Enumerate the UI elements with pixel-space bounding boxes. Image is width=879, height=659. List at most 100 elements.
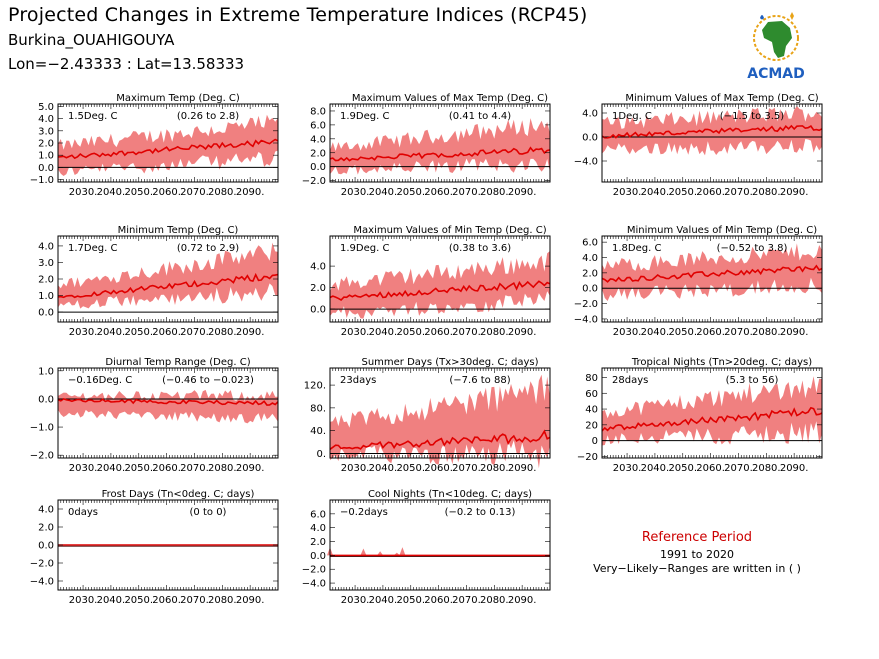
- x-tick-label: 2030.: [341, 463, 370, 474]
- ensemble-mean-line: [601, 264, 823, 283]
- acmad-logo: ACMAD: [747, 12, 805, 82]
- y-tick-label: 4.0: [310, 523, 326, 534]
- africa-map-logo-icon: [753, 12, 799, 61]
- x-tick-label: 2080.: [208, 187, 237, 198]
- x-tick-label: 2050.: [396, 327, 425, 338]
- y-tick-label: 2.0: [38, 139, 54, 150]
- panel-range-value: (0.41 to 4.4): [449, 111, 511, 122]
- x-tick-label: 2040.: [641, 327, 670, 338]
- very-likely-range-band: [602, 376, 822, 446]
- very-likely-range-band: [602, 243, 822, 301]
- very-likely-range-band: [330, 251, 550, 319]
- x-tick-label: 2030.: [341, 595, 370, 606]
- chart-panel: 2030. 2040. 2050. 2060. 2070. 2080. 2090. 4.0 0.…: [574, 93, 823, 198]
- y-tick-label: 0.: [316, 449, 326, 460]
- ensemble-mean-line: [57, 138, 279, 160]
- x-tick-label: 2040.: [97, 327, 126, 338]
- y-tick-label: 6.0: [582, 238, 598, 249]
- panel-range-value: (5.3 to 56): [726, 375, 779, 386]
- panel-change-value: 1.8Deg. C: [612, 243, 661, 254]
- x-tick-label: 2070.: [452, 187, 481, 198]
- x-tick-label: 2090.: [780, 463, 809, 474]
- x-tick-label: 2030.: [613, 327, 642, 338]
- y-tick-label: 0.0: [582, 284, 598, 295]
- y-tick-label: −4.0: [574, 314, 598, 325]
- x-tick-label: 2070.: [724, 463, 753, 474]
- y-tick-label: −20: [577, 452, 598, 463]
- x-tick-label: 2060.: [424, 187, 453, 198]
- x-tick-label: 2040.: [97, 595, 126, 606]
- y-tick-label: 2.0: [582, 268, 598, 279]
- x-tick-label: 2060.: [424, 463, 453, 474]
- x-tick-label: 2080.: [208, 463, 237, 474]
- x-tick-label: 2050.: [124, 595, 153, 606]
- chart-panel: 2030. 2040. 2050. 2060. 2070. 2080. 2090. 4.0 3.…: [38, 225, 279, 338]
- y-tick-label: −2.0: [30, 559, 54, 570]
- panel-title: Maximum Values of Max Temp (Deg. C): [352, 93, 548, 104]
- x-tick-label: 2050.: [668, 327, 697, 338]
- y-tick-label: 80.: [310, 403, 326, 414]
- x-tick-label: 2060.: [152, 595, 181, 606]
- y-tick-label: 0.0: [582, 133, 598, 144]
- reference-period-title: Reference Period: [641, 530, 753, 545]
- very-likely-range-band: [58, 114, 278, 176]
- y-tick-label: −4.0: [30, 577, 54, 588]
- panel-title: Maximum Values of Min Temp (Deg. C): [353, 225, 546, 236]
- y-tick-label: 6.0: [310, 509, 326, 520]
- panel-change-value: −0.16Deg. C: [68, 375, 132, 386]
- station-coordinates: Lon=−2.43333 : Lat=13.58333: [8, 55, 245, 73]
- y-tick-label: 1.0: [38, 291, 54, 302]
- panel-title: Cool Nights (Tn<10deg. C; days): [368, 489, 532, 500]
- ensemble-mean-line: [601, 124, 823, 139]
- x-tick-label: 2090.: [236, 463, 265, 474]
- x-tick-label: 2090.: [780, 327, 809, 338]
- x-tick-label: 2060.: [696, 187, 725, 198]
- panel-change-value: 1.9Deg. C: [340, 111, 389, 122]
- very-likely-range-band: [330, 374, 550, 469]
- y-tick-label: 0.0: [310, 162, 326, 173]
- ensemble-mean-line: [57, 398, 279, 406]
- x-tick-label: 2070.: [724, 187, 753, 198]
- y-tick-label: 20: [585, 420, 598, 431]
- chart-panel: 2030. 2040. 2050. 2060. 2070. 2080. 2090. 1.0 0.…: [30, 357, 279, 474]
- range-spike: [360, 548, 367, 556]
- x-tick-label: 2040.: [97, 187, 126, 198]
- panel-range-value: (0.72 to 2.9): [177, 243, 239, 254]
- plot-frame: [329, 103, 551, 183]
- x-tick-label: 2080.: [752, 463, 781, 474]
- y-tick-label: 0: [592, 436, 598, 447]
- x-tick-label: 2040.: [369, 327, 398, 338]
- range-spike: [399, 547, 406, 556]
- x-tick-label: 2080.: [480, 187, 509, 198]
- panel-change-value: 23days: [340, 375, 376, 386]
- x-tick-label: 2080.: [752, 187, 781, 198]
- x-tick-label: 2090.: [508, 595, 537, 606]
- plot-frame: [329, 499, 551, 591]
- y-tick-label: −2.0: [574, 299, 598, 310]
- range-spike: [377, 551, 384, 556]
- x-tick-label: 2090.: [236, 595, 265, 606]
- x-tick-label: 2060.: [696, 463, 725, 474]
- plot-frame: [329, 367, 551, 459]
- y-tick-label: 2.0: [310, 283, 326, 294]
- x-tick-label: 2090.: [508, 187, 537, 198]
- y-tick-label: 4.0: [310, 262, 326, 273]
- x-tick-label: 2070.: [724, 327, 753, 338]
- x-tick-label: 2050.: [124, 463, 153, 474]
- panel-change-value: 1.7Deg. C: [68, 243, 117, 254]
- y-tick-label: −1.0: [30, 175, 54, 186]
- chart-panel: 2030. 2040. 2050. 2060. 2070. 2080. 2090. 4.0 2.…: [310, 225, 551, 338]
- y-tick-label: −4.0: [302, 579, 326, 590]
- x-tick-label: 2050.: [124, 327, 153, 338]
- y-tick-label: 40: [585, 405, 598, 416]
- panel-change-value: 1Deg. C: [612, 111, 652, 122]
- x-tick-label: 2060.: [152, 327, 181, 338]
- y-tick-label: 6.0: [310, 120, 326, 131]
- x-tick-label: 2050.: [396, 463, 425, 474]
- plot-frame: [57, 367, 279, 459]
- ensemble-mean-line: [329, 280, 551, 302]
- y-tick-label: 2.0: [310, 537, 326, 548]
- x-tick-label: 2030.: [69, 463, 98, 474]
- x-tick-label: 2080.: [480, 595, 509, 606]
